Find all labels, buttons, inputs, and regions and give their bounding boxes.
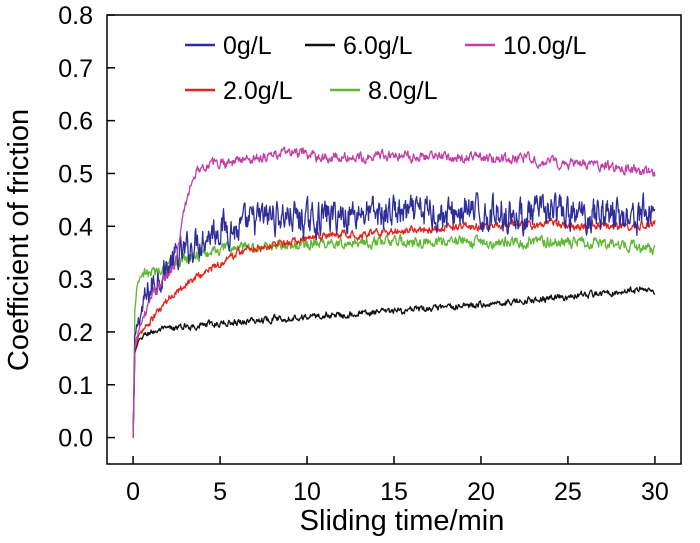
- series-line-6-0g-l: [132, 286, 656, 438]
- x-tick-label: 0: [126, 478, 140, 506]
- y-tick-label: 0.7: [58, 55, 93, 83]
- x-tick-label: 30: [641, 478, 669, 506]
- y-tick-label: 0.3: [58, 266, 93, 294]
- y-tick-label: 0.0: [58, 425, 93, 453]
- y-tick-label: 0.5: [58, 160, 93, 188]
- axes: 0 5 10 15 20 25 30 0.0 0.1 0.2 0.3 0.4 0.5 0.6 0.7 0.8: [58, 2, 669, 506]
- x-tick-label: 10: [293, 478, 321, 506]
- x-tick-label: 5: [213, 478, 227, 506]
- y-tick-label: 0.1: [58, 372, 93, 400]
- y-tick-label: 0.2: [58, 319, 93, 347]
- legend-label: 6.0g/L: [343, 32, 413, 60]
- y-tick-label: 0.4: [58, 213, 93, 241]
- y-axis-title: Coefficient of friction: [3, 109, 35, 371]
- x-tick-label: 15: [380, 478, 408, 506]
- y-tick-label: 0.8: [58, 2, 93, 30]
- legend-label: 2.0g/L: [223, 77, 293, 105]
- legend-label: 10.0g/L: [503, 32, 587, 60]
- legend-label: 0g/L: [223, 32, 272, 60]
- series-line-0g-l: [132, 192, 656, 438]
- series-line-10-0g-l: [132, 146, 656, 438]
- x-axis-title: Sliding time/min: [300, 505, 505, 537]
- plot-lines: [132, 146, 656, 438]
- series-line-2-0g-l: [132, 217, 656, 438]
- y-tick-label: 0.6: [58, 108, 93, 136]
- series-line-8-0g-l: [132, 233, 656, 438]
- x-tick-label: 25: [554, 478, 582, 506]
- legend: 0g/L 6.0g/L 10.0g/L 2.0g/L 8.0g/L: [185, 32, 587, 105]
- x-tick-label: 20: [467, 478, 495, 506]
- legend-label: 8.0g/L: [368, 77, 438, 105]
